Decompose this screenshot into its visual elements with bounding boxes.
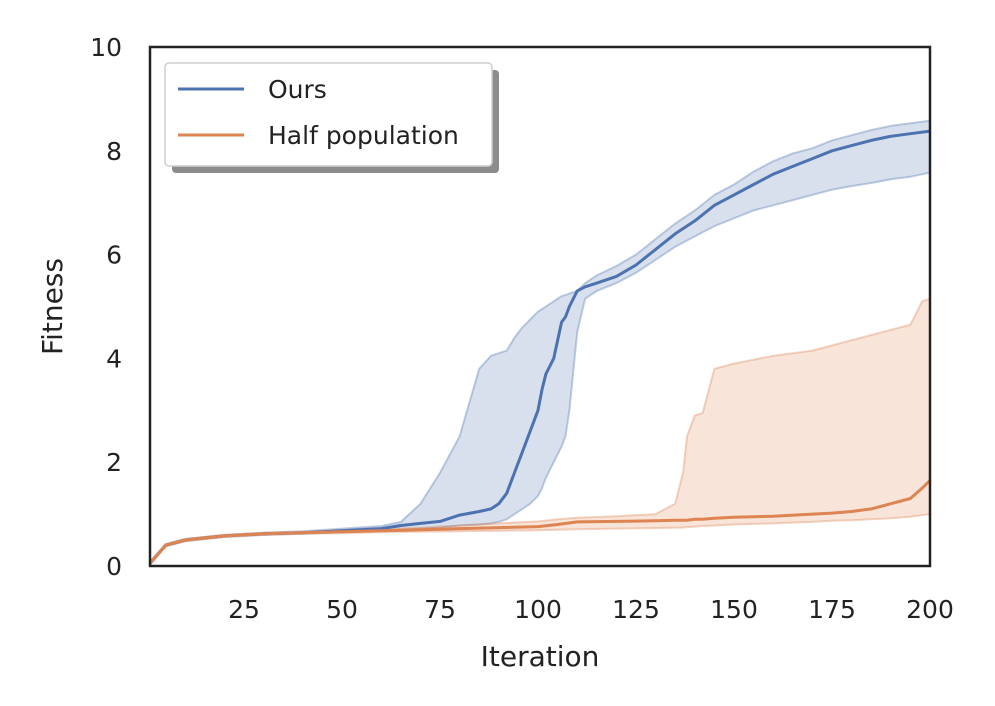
x-axis-label: Iteration	[481, 640, 600, 673]
x-tick-label: 125	[612, 595, 660, 624]
y-tick-label: 2	[106, 448, 122, 477]
x-tick-label: 50	[326, 595, 358, 624]
x-tick-label: 75	[424, 595, 456, 624]
y-tick-label: 8	[106, 137, 122, 166]
x-tick-label: 200	[906, 595, 954, 624]
y-axis-ticks: 0 2 4 6 8 10	[90, 33, 122, 581]
confidence-bands	[149, 119, 931, 568]
x-tick-label: 175	[808, 595, 856, 624]
y-tick-label: 6	[106, 241, 122, 270]
legend-label-half-population: Half population	[268, 121, 459, 150]
y-tick-label: 10	[90, 33, 122, 62]
y-tick-label: 4	[106, 344, 122, 373]
x-axis-ticks: 25 50 75 100 125 150 175 200	[228, 595, 954, 624]
legend: Ours Half population	[164, 62, 499, 173]
legend-box	[164, 62, 493, 167]
x-tick-label: 100	[514, 595, 562, 624]
line-ours	[148, 129, 931, 565]
plot-frame	[148, 45, 932, 568]
x-tick-label: 25	[228, 595, 260, 624]
x-tick-label: 150	[710, 595, 758, 624]
y-axis-label: Fitness	[36, 258, 69, 355]
series-lines	[148, 129, 932, 565]
legend-label-ours: Ours	[268, 75, 327, 104]
y-tick-label: 0	[106, 552, 122, 581]
line-half-population	[148, 479, 932, 565]
